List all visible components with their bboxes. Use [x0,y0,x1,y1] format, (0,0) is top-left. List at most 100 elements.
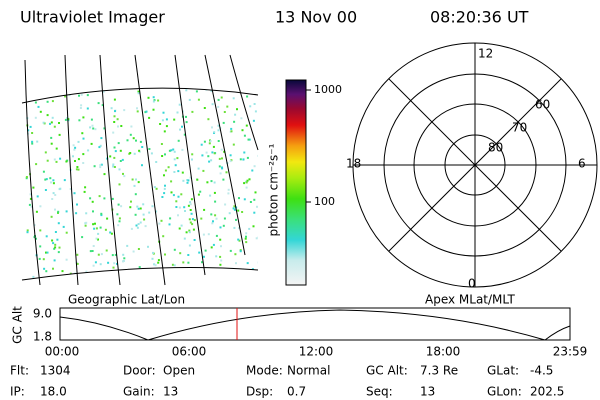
pixel [129,133,132,136]
pixel [207,233,210,236]
pixel [117,142,120,145]
pixel [252,119,255,122]
pixel [111,197,114,200]
pixel [110,232,113,235]
pixel [203,140,206,143]
pixel [191,153,194,156]
pixel [82,162,85,164]
pixel [94,278,97,280]
timeline-frame [59,307,571,341]
pixel [85,212,88,215]
pixel [76,166,79,168]
pixel [255,237,258,240]
pixel [185,121,188,124]
pixel [135,178,137,181]
pixel [147,245,149,248]
pixel [42,170,45,173]
pixel [80,93,83,96]
pixel [118,168,121,171]
pixel [197,193,200,196]
pixel [69,70,71,72]
geographic-map [21,54,261,286]
pixel [146,69,148,71]
pixel [113,156,116,159]
pixel [200,68,202,70]
pixel [137,207,140,210]
pixel [243,182,246,185]
pixel [37,86,39,88]
pixel [229,160,232,163]
pixel [217,124,220,127]
pixel [129,277,132,279]
pixel [28,60,30,62]
pixel [164,253,166,256]
pixel [114,253,117,256]
pixel [232,207,235,210]
pixel [259,202,261,204]
pixel [246,262,249,265]
pixel [210,159,213,162]
pixel [122,172,124,175]
pixel [230,127,233,130]
pixel [54,246,57,249]
pixel [51,198,54,200]
pixel [45,78,47,80]
pixel [232,143,235,146]
pixel [99,144,102,147]
pixel [100,212,103,215]
pixel [104,228,107,231]
pixel [215,234,218,237]
pixel [163,130,166,133]
pixel [242,158,245,161]
pixel [77,168,80,171]
pixel [100,214,103,217]
pixel [257,261,258,264]
pixel [192,228,195,231]
pixel [165,125,168,128]
pixel [117,125,119,128]
pixel [28,90,31,93]
pixel [185,231,188,234]
time-label: 00:00 [45,345,80,359]
pixel [210,180,213,183]
pixel [190,212,193,215]
pixel [98,195,101,198]
pixel [235,218,237,221]
pixel [39,245,42,248]
pixel [153,99,156,102]
pixel [174,164,177,167]
pixel [193,219,196,222]
pixel [103,197,106,200]
pixel [226,105,229,108]
pixel [215,217,218,220]
pixel [90,118,93,121]
pixel [46,251,49,254]
pixel [141,146,144,148]
pixel [95,237,98,240]
pixel [201,261,203,264]
pixel [206,275,209,278]
pixel [39,229,42,232]
pixel [25,177,28,180]
pixel [72,144,75,147]
pixel [61,270,64,273]
pixel [116,118,119,121]
pixel [182,84,184,86]
pixel [181,171,184,174]
pixel [78,66,80,68]
pixel [64,95,67,98]
pixel [217,129,220,132]
pixel [123,109,126,112]
pixel [89,250,92,253]
pixel [193,239,196,241]
pixel [180,224,183,227]
pixel [51,116,54,119]
pixel [160,143,163,145]
pixel [136,226,139,229]
pixel [96,81,98,83]
pixel [118,220,121,223]
pixel [243,134,246,137]
pixel [148,211,151,214]
pixel [77,158,80,161]
pixel [86,94,89,97]
